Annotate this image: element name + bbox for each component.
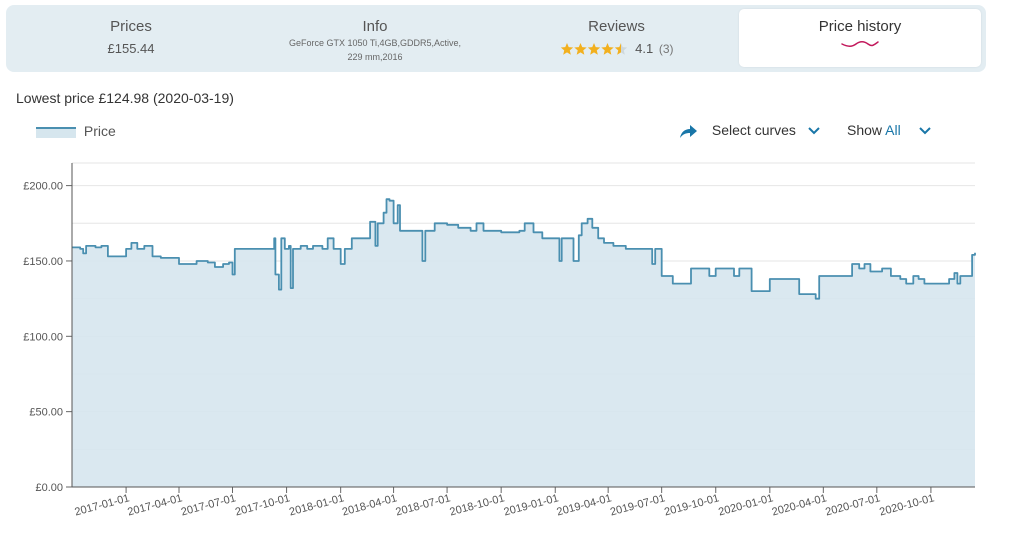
- rating-stars-icon: [560, 42, 627, 55]
- x-tick-label: 2020-01-01: [717, 492, 774, 518]
- star-icon: [614, 42, 627, 55]
- x-tick-label: 2019-07-01: [609, 492, 666, 518]
- chart-legend[interactable]: Price: [36, 123, 116, 139]
- tab-reviews-title: Reviews: [588, 18, 645, 35]
- x-tick-label: 2019-10-01: [663, 492, 720, 518]
- select-curves-label: Select curves: [711, 122, 796, 138]
- x-tick-label: 2017-10-01: [234, 492, 291, 518]
- chevron-down-icon: [808, 127, 820, 135]
- y-tick-label: £100.00: [23, 331, 63, 343]
- x-tick-label: 2017-07-01: [180, 492, 237, 518]
- chevron-down-icon: [918, 127, 931, 135]
- select-curves-control[interactable]: Select curves: [678, 122, 820, 139]
- rating-value: 4.1: [635, 41, 654, 57]
- x-tick-label: 2020-10-01: [878, 492, 935, 518]
- x-tick-label: 2017-04-01: [126, 492, 183, 518]
- star-icon: [587, 42, 600, 55]
- share-arrow-icon: [680, 125, 697, 139]
- tab-reviews-rating: 4.1 (3): [494, 40, 739, 56]
- star-icon: [560, 42, 573, 55]
- tab-info-line2: 229 mm,2016: [347, 52, 403, 62]
- x-tick-label: 2020-07-01: [824, 492, 881, 518]
- tab-reviews[interactable]: Reviews 4.1 (3): [494, 9, 739, 67]
- y-tick-label: £50.00: [29, 407, 63, 419]
- tab-prices-title: Prices: [110, 18, 152, 35]
- tab-info[interactable]: Info GeForce GTX 1050 Ti,4GB,GDDR5,Activ…: [256, 9, 494, 67]
- show-value: All: [885, 122, 901, 138]
- x-tick-label: 2018-04-01: [341, 492, 398, 518]
- squiggle-underline-icon: [841, 41, 879, 47]
- x-tick-label: 2019-01-01: [503, 492, 560, 518]
- rating-count: (3): [658, 41, 674, 56]
- star-icon: [600, 42, 614, 55]
- x-tick-label: 2017-01-01: [73, 492, 130, 518]
- tab-bar: Prices £155.44 Info GeForce GTX 1050 Ti,…: [6, 5, 986, 72]
- price-area-fill: [72, 199, 975, 487]
- x-tick-label: 2018-07-01: [394, 492, 451, 518]
- x-tick-label: 2018-10-01: [448, 492, 505, 518]
- tab-prices-value: £155.44: [107, 41, 155, 56]
- show-control[interactable]: Show All: [847, 122, 931, 138]
- price-series-line: [72, 198, 976, 300]
- star-icon: [573, 42, 587, 55]
- y-tick-label: £150.00: [23, 256, 63, 268]
- show-label: Show: [847, 122, 883, 138]
- y-tick-label: £0.00: [35, 482, 63, 494]
- tab-prices[interactable]: Prices £155.44: [6, 9, 256, 67]
- lowest-price-label: Lowest price £124.98 (2020-03-19): [16, 90, 234, 106]
- x-tick-label: 2019-04-01: [555, 492, 612, 518]
- tab-info-title: Info: [362, 18, 388, 35]
- y-tick-label: £200.00: [23, 181, 63, 193]
- legend-label: Price: [83, 123, 116, 139]
- tab-price-history[interactable]: Price history: [739, 9, 981, 67]
- tab-info-line1: GeForce GTX 1050 Ti,4GB,GDDR5,Active,: [288, 38, 462, 48]
- x-tick-label: 2020-04-01: [771, 492, 828, 518]
- tab-history-title: Price history: [818, 18, 902, 35]
- x-tick-label: 2018-01-01: [288, 492, 345, 518]
- legend-swatch: [36, 126, 76, 138]
